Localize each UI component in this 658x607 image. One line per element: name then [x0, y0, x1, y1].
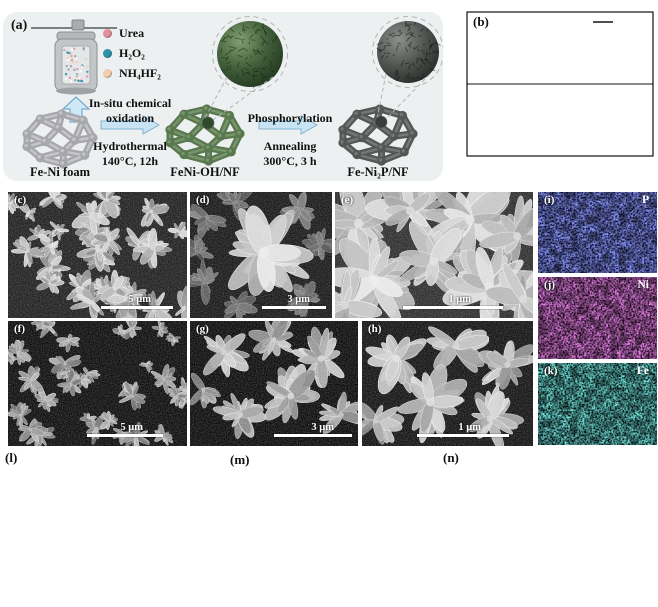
sem-panel-label: (c) — [14, 194, 27, 206]
step1-text: In-situ chemical — [88, 96, 172, 110]
scale-bar-text: 3 μm — [287, 294, 310, 305]
stage-label-fenioh: FeNi-OH/NF — [170, 165, 240, 179]
scale-bar-text: 1 μm — [448, 294, 471, 305]
eds-map-p: (i) P — [538, 192, 657, 273]
panel-a-schematic: (a) Urea H₂O₂ NH₄HF₂ In-situ chemical ox… — [3, 12, 444, 181]
eds-map-fe: (k) Fe — [538, 363, 657, 445]
scale-bar — [417, 434, 509, 437]
scale-bar — [262, 306, 326, 309]
sem-panel-label: (g) — [196, 323, 209, 335]
panel-n-xps: (n) — [443, 448, 658, 607]
step2-text: Annealing — [263, 139, 317, 153]
sem-panel-h: (h) 1 μm — [362, 321, 533, 446]
sem-panel-e: (e) 1 μm — [335, 192, 533, 318]
sem-panel-g: (g) 3 μm — [190, 321, 358, 446]
legend-item-urea: Urea — [103, 26, 144, 41]
scale-bar-text: 1 μm — [458, 422, 481, 433]
eds-panel-label: (j) — [544, 279, 555, 291]
panel-b-label: (b) — [473, 14, 489, 29]
legend-item-nh4hf2: NH₄HF₂ — [103, 66, 161, 81]
panel-m-xps: (m) — [230, 448, 442, 607]
eds-panel-label: (k) — [544, 365, 558, 377]
legend-label: NH₄HF₂ — [119, 66, 161, 80]
step1-text: 140°C, 12h — [101, 154, 159, 168]
sem-panel-label: (h) — [368, 323, 382, 335]
xps-ni2p-fe2p-chart — [230, 448, 442, 607]
scale-bar — [403, 306, 503, 309]
contact-angle-chart — [0, 448, 230, 607]
scale-bar — [101, 306, 173, 309]
element-label: Fe — [636, 365, 649, 377]
eds-image — [538, 363, 657, 445]
h2o2-dot-icon — [103, 49, 112, 58]
sem-image — [8, 192, 187, 318]
sem-panel-d: (d) 3 μm — [190, 192, 332, 318]
scale-bar — [87, 434, 163, 437]
urea-dot-icon — [103, 29, 112, 38]
sem-panel-f: (f) 5 μm — [8, 321, 187, 446]
eds-image — [538, 192, 657, 273]
step2-text: Phosphorylation — [247, 111, 333, 125]
sem-image — [8, 321, 187, 446]
panel-m-label: (m) — [230, 452, 250, 467]
scale-bar-text: 3 μm — [311, 422, 334, 433]
stage-label-feni-foam: Fe-Ni foam — [29, 165, 91, 179]
sem-panel-label: (e) — [341, 194, 354, 206]
synthesis-schematic-art — [22, 16, 444, 169]
sem-panel-label: (f) — [14, 323, 25, 335]
stage-label-feni2p: Fe-Ni₂P/NF — [347, 165, 409, 179]
scale-bar-text: 5 μm — [120, 422, 143, 433]
eds-panel-label: (i) — [544, 194, 555, 206]
panel-a-label: (a) — [11, 18, 28, 33]
sem-panel-c: (c) 5 μm — [8, 192, 187, 318]
panel-b-xrd: (b) — [445, 2, 658, 190]
sem-image — [362, 321, 533, 446]
element-label: Ni — [637, 279, 650, 291]
eds-map-ni: (j) Ni — [538, 277, 657, 359]
sem-image — [190, 321, 358, 446]
element-label: P — [641, 194, 649, 206]
nh4hf2-dot-icon — [103, 69, 112, 78]
panel-l-contact-angle: (l) — [0, 448, 230, 607]
sem-panel-label: (d) — [196, 194, 210, 206]
sem-image — [335, 192, 533, 318]
xrd-chart — [466, 11, 654, 157]
panel-l-label: (l) — [5, 450, 18, 465]
eds-image — [538, 277, 657, 359]
legend-label: H₂O₂ — [119, 46, 145, 60]
panel-n-label: (n) — [443, 450, 459, 465]
sem-image — [190, 192, 332, 318]
xps-p2p-chart — [443, 448, 658, 607]
step2-text: 300°C, 3 h — [263, 154, 317, 168]
scale-bar-text: 5 μm — [128, 294, 151, 305]
legend-item-h2o2: H₂O₂ — [103, 46, 145, 61]
step1-text: oxidation — [105, 111, 154, 125]
legend-label: Urea — [119, 26, 145, 40]
scale-bar — [274, 434, 352, 437]
step1-text: Hydrothermal — [93, 139, 167, 153]
